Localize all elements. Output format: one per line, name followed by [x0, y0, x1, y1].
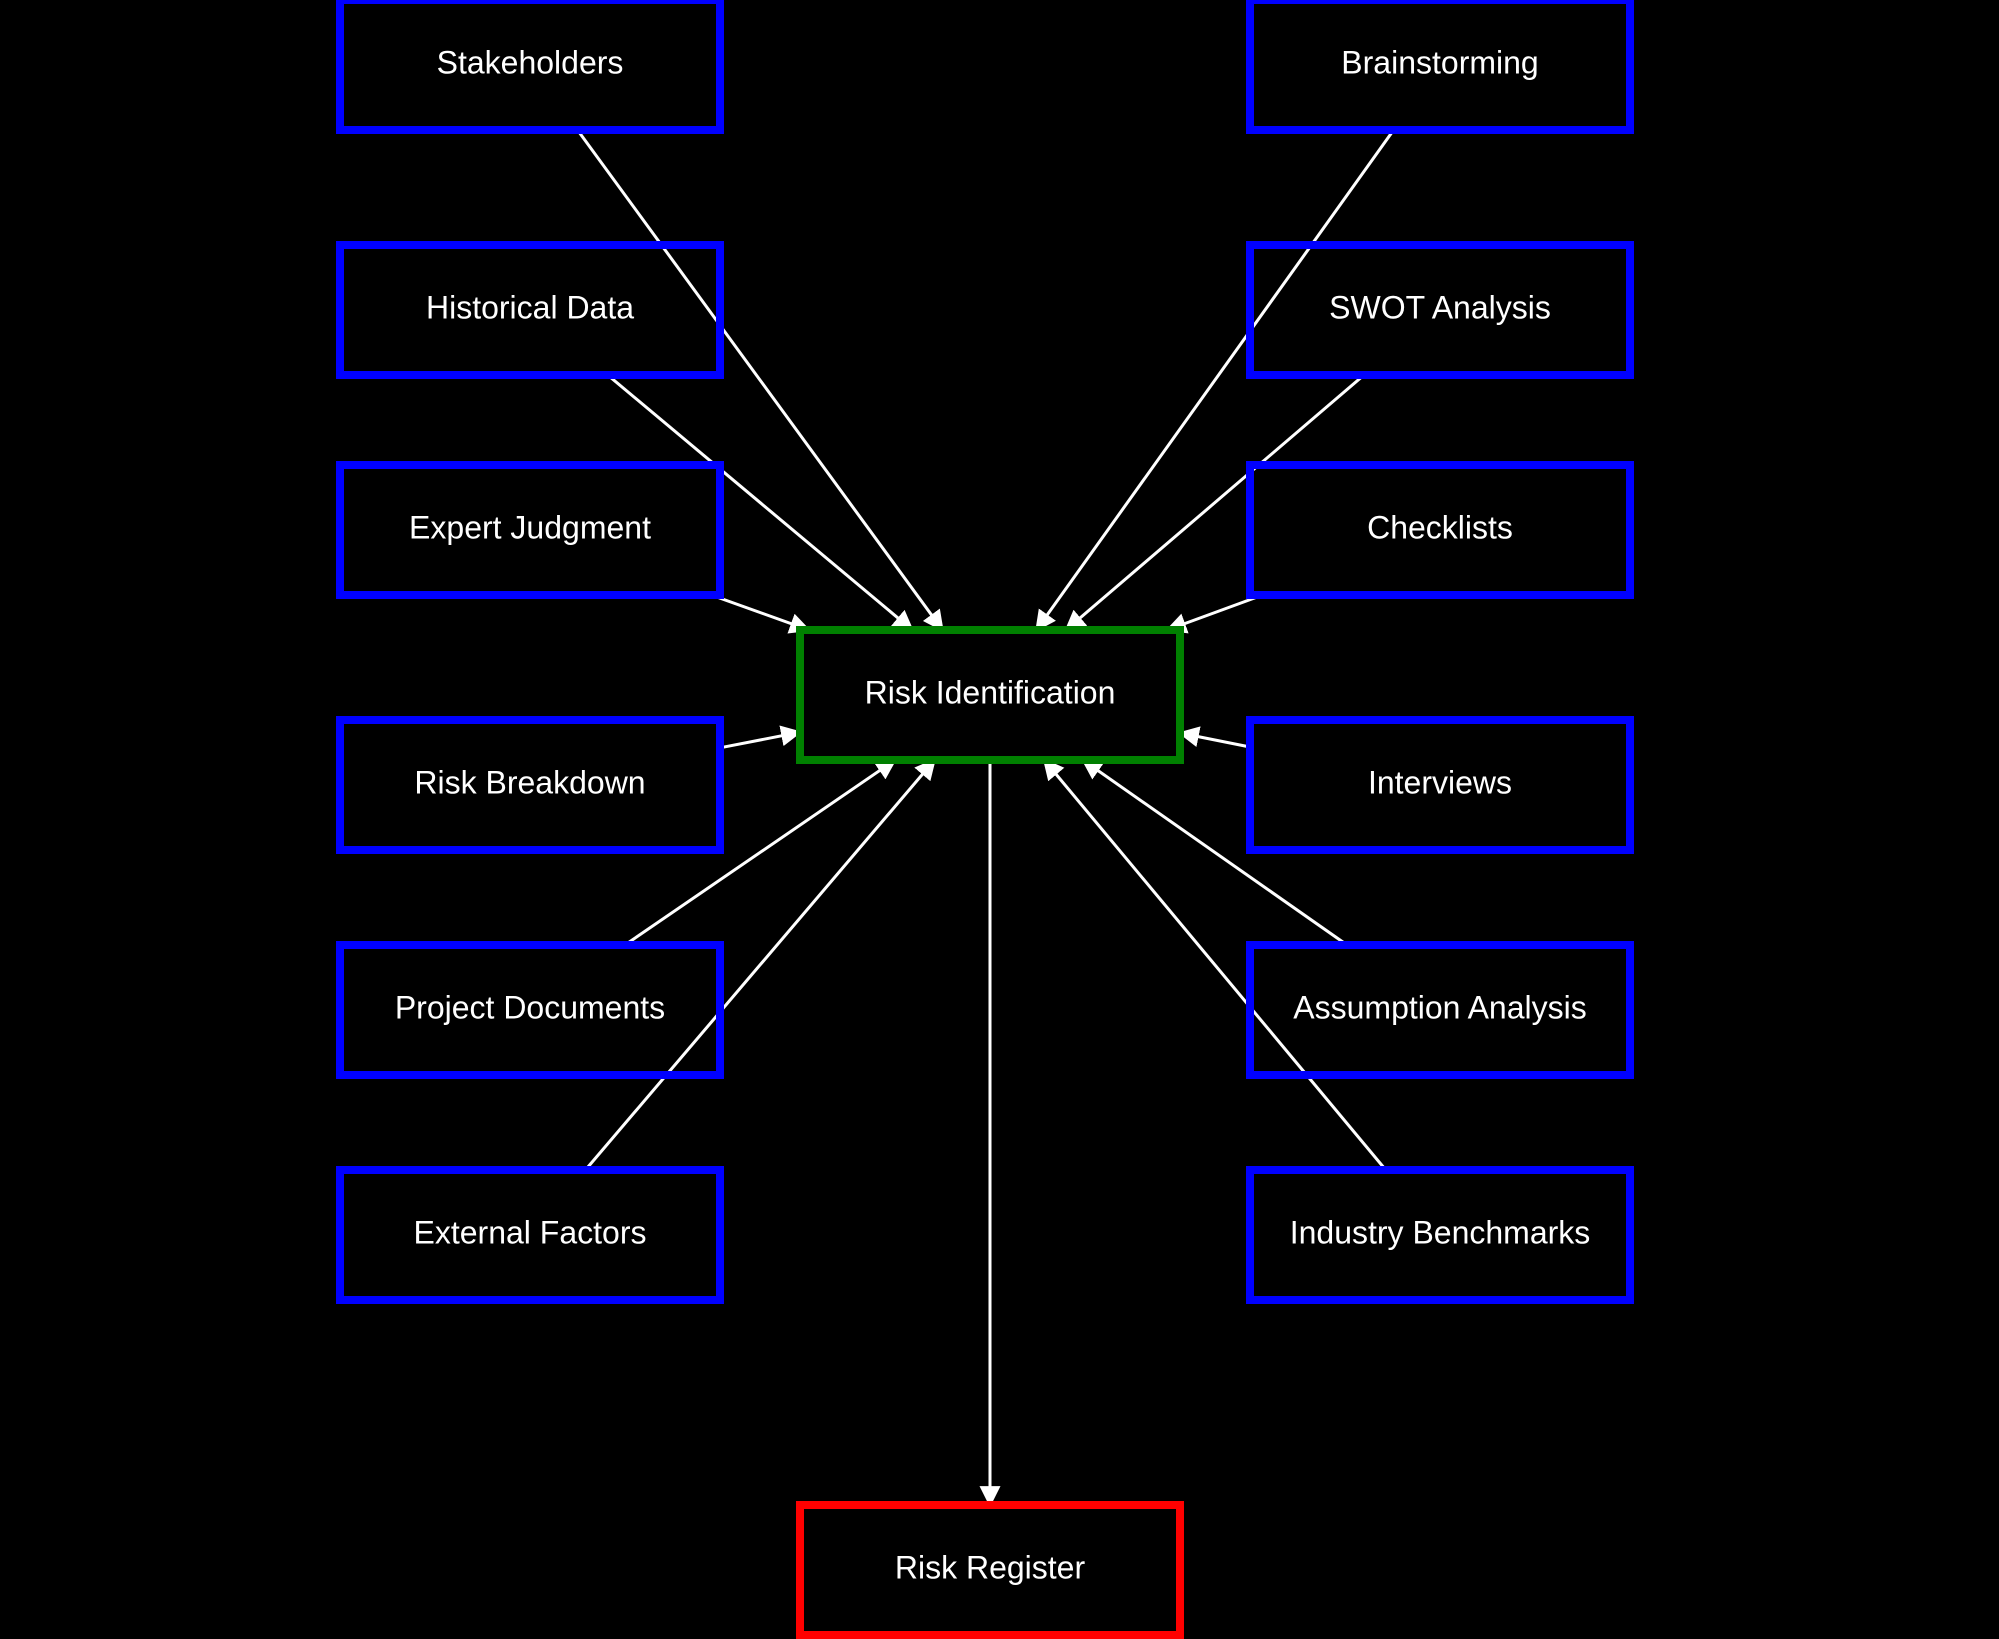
node-R1: Brainstorming [1250, 0, 1630, 130]
nodes-layer: Stakeholders Historical Data Expert Judgme… [340, 0, 1630, 1635]
node-label-L4: Risk Breakdown [414, 764, 645, 800]
node-label-R2: SWOT Analysis [1329, 289, 1551, 325]
node-R2: SWOT Analysis [1250, 245, 1630, 375]
node-L1: Stakeholders [340, 0, 720, 130]
edge-R6-C [1044, 760, 1386, 1170]
node-L2: Historical Data [340, 245, 720, 375]
edge-L1-C [578, 130, 943, 630]
node-label-R5: Assumption Analysis [1293, 989, 1586, 1025]
node-label-L3: Expert Judgment [409, 509, 651, 545]
node-label-L5: Project Documents [395, 989, 665, 1025]
node-label-R6: Industry Benchmarks [1290, 1214, 1591, 1250]
node-label-R3: Checklists [1367, 509, 1513, 545]
node-label-C: Risk Identification [865, 674, 1116, 710]
node-R5: Assumption Analysis [1250, 945, 1630, 1075]
node-R6: Industry Benchmarks [1250, 1170, 1630, 1300]
node-C: Risk Identification [800, 630, 1180, 760]
node-label-L1: Stakeholders [437, 44, 624, 80]
edge-R3-C [1167, 595, 1262, 630]
risk-identification-diagram: Stakeholders Historical Data Expert Judgme… [0, 0, 1999, 1639]
node-label-R4: Interviews [1368, 764, 1512, 800]
node-L3: Expert Judgment [340, 465, 720, 595]
edge-L6-C [585, 760, 934, 1170]
node-L5: Project Documents [340, 945, 720, 1075]
node-L6: External Factors [340, 1170, 720, 1300]
node-label-O: Risk Register [895, 1549, 1086, 1585]
edge-L4-C [720, 732, 800, 748]
edge-L3-C [711, 595, 809, 630]
node-R3: Checklists [1250, 465, 1630, 595]
node-O: Risk Register [800, 1505, 1180, 1635]
edge-R1-C [1036, 130, 1393, 630]
node-label-L2: Historical Data [426, 289, 634, 325]
node-L4: Risk Breakdown [340, 720, 720, 850]
node-label-R1: Brainstorming [1341, 44, 1538, 80]
edge-R4-C [1180, 733, 1250, 747]
node-R4: Interviews [1250, 720, 1630, 850]
node-label-L6: External Factors [414, 1214, 647, 1250]
